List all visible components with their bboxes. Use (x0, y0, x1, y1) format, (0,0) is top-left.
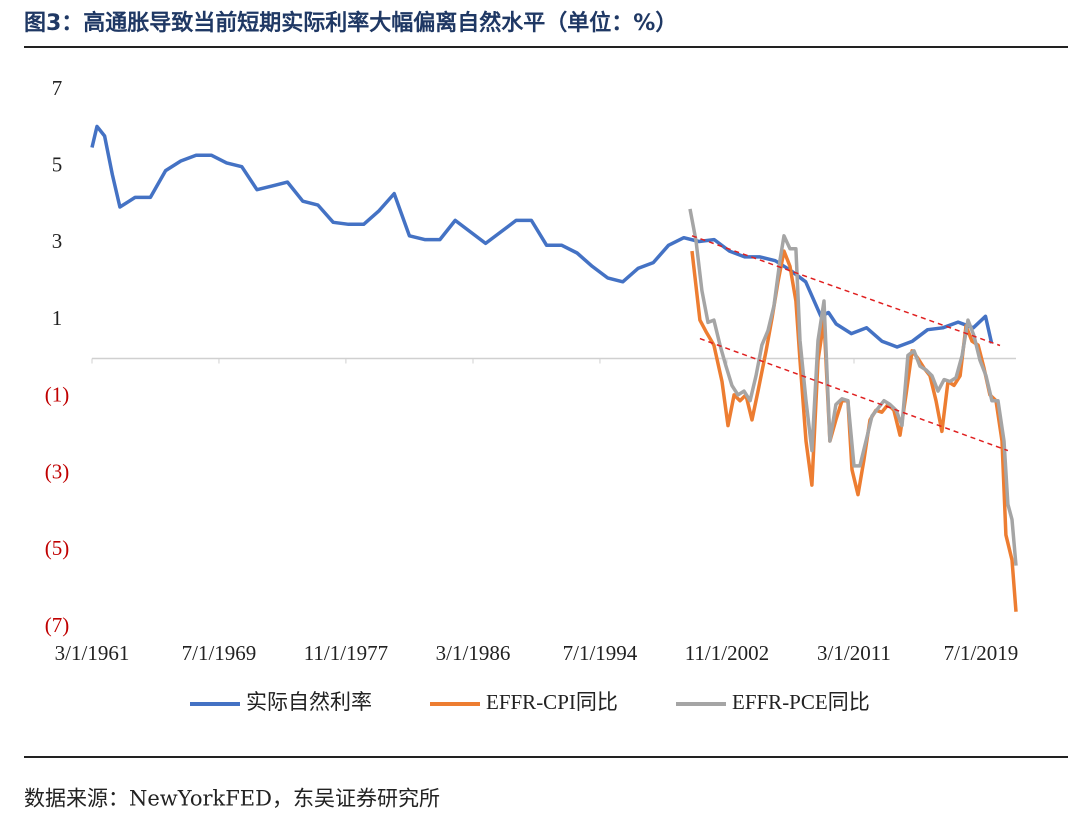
x-tick-label: 3/1/2011 (817, 641, 891, 665)
x-tick-label: 11/1/1977 (304, 641, 388, 665)
x-tick-label: 11/1/2002 (685, 641, 769, 665)
y-tick-label: 3 (52, 229, 63, 253)
y-tick-label: (3) (45, 459, 70, 483)
chart-title: 图3：高通胀导致当前短期实际利率大幅偏离自然水平（单位：%） (24, 10, 677, 36)
series-line (90, 124, 994, 349)
x-tick-label: 7/1/1969 (182, 641, 257, 665)
series-line (688, 208, 1018, 566)
y-tick-label: 7 (52, 76, 63, 100)
series-line (690, 249, 1018, 612)
y-tick-label: (7) (45, 613, 70, 637)
y-tick-label: 5 (52, 153, 63, 177)
source-note: 数据来源：NewYorkFED，东吴证券研究所 (24, 787, 440, 811)
legend-label: 实际自然利率 (246, 690, 372, 714)
y-tick-label: (1) (45, 383, 70, 407)
legend-label: EFFR-PCE同比 (732, 690, 870, 714)
trend-line (699, 337, 1009, 452)
y-tick-label: (5) (45, 536, 70, 560)
x-tick-label: 3/1/1961 (55, 641, 130, 665)
legend-label: EFFR-CPI同比 (486, 690, 618, 714)
x-tick-label: 7/1/1994 (563, 641, 638, 665)
x-tick-label: 7/1/2019 (944, 641, 1019, 665)
y-tick-label: 1 (52, 306, 63, 330)
x-tick-label: 3/1/1986 (436, 641, 511, 665)
trend-line (691, 235, 1001, 347)
